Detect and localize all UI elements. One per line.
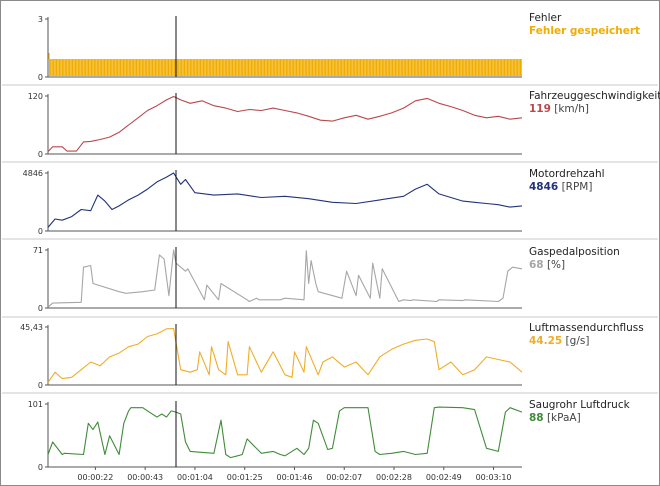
x-tick-label: 00:00:43 xyxy=(127,473,163,482)
x-tick-label: 00:02:28 xyxy=(376,473,412,482)
panel-unit-maf: [g/s] xyxy=(562,335,590,347)
y-tick-label-maf: 0 xyxy=(38,381,43,390)
y-tick-label-map: 101 xyxy=(28,400,43,409)
y-tick-label-maf: 45,43 xyxy=(20,323,43,332)
panel-title-rpm: Motordrehzahl xyxy=(529,168,605,180)
x-tick-label: 00:02:49 xyxy=(426,473,462,482)
panel-readout-speed: 119 [km/h] xyxy=(529,103,589,115)
panel-value-faults: Fehler gespeichert xyxy=(529,25,641,37)
y-tick-label-faults: 0 xyxy=(38,73,43,82)
panel-value-speed: 119 xyxy=(529,103,551,115)
x-tick-label: 00:03:10 xyxy=(476,473,512,482)
series-line-pedal xyxy=(47,249,523,308)
fault-band xyxy=(49,59,522,76)
panel-title-maf: Luftmassendurchfluss xyxy=(529,322,644,334)
panel-value-maf: 44.25 xyxy=(529,335,563,347)
y-tick-label-pedal: 0 xyxy=(38,304,43,313)
y-tick-label-rpm: 0 xyxy=(38,227,43,236)
panel-unit-map: [kPaA] xyxy=(543,412,581,424)
y-tick-label-rpm: 4846 xyxy=(23,169,43,178)
panel-title-speed: Fahrzeuggeschwindigkeit xyxy=(529,90,660,102)
y-tick-label-map: 0 xyxy=(38,463,43,472)
x-tick-label: 00:01:25 xyxy=(227,473,263,482)
series-line-map xyxy=(47,406,523,459)
panel-title-faults: Fehler xyxy=(529,12,562,24)
panel-value-pedal: 68 xyxy=(529,259,544,271)
x-tick-label: 00:01:04 xyxy=(177,473,213,482)
y-tick-label-pedal: 71 xyxy=(33,246,43,255)
x-tick-label: 00:02:07 xyxy=(326,473,362,482)
panel-title-map: Saugrohr Luftdruck xyxy=(529,399,630,411)
series-line-rpm xyxy=(47,172,523,228)
x-tick-label: 00:00:22 xyxy=(77,473,113,482)
panel-value-rpm: 4846 xyxy=(529,181,559,193)
panel-unit-speed: [km/h] xyxy=(550,103,589,115)
panel-readout-maf: 44.25 [g/s] xyxy=(529,335,589,347)
panel-title-pedal: Gaspedalposition xyxy=(529,246,620,258)
x-tick-label: 00:01:46 xyxy=(277,473,313,482)
y-tick-label-speed: 120 xyxy=(28,92,43,101)
panel-readout-map: 88 [kPaA] xyxy=(529,412,581,424)
panel-readout-rpm: 4846 [RPM] xyxy=(529,181,592,193)
y-tick-label-faults: 3 xyxy=(38,15,43,24)
panel-unit-rpm: [RPM] xyxy=(558,181,593,193)
panel-readout-faults: Fehler gespeichert xyxy=(529,25,640,37)
panel-readout-pedal: 68 [%] xyxy=(529,259,565,271)
panel-value-map: 88 xyxy=(529,412,544,424)
series-line-speed xyxy=(47,95,523,152)
series-line-maf xyxy=(47,327,523,383)
panel-unit-pedal: [%] xyxy=(543,259,566,271)
y-tick-label-speed: 0 xyxy=(38,150,43,159)
